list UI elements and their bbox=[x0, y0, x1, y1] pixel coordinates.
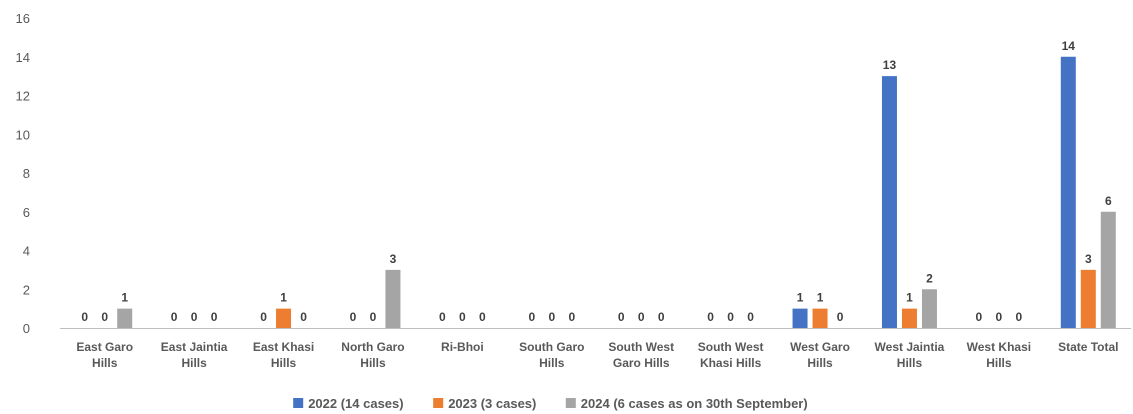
legend-swatch bbox=[433, 398, 444, 408]
y-tick-label: 12 bbox=[16, 89, 30, 104]
category-label: Hills bbox=[897, 356, 923, 370]
y-axis-ticks: 0 2 4 6 8 10 12 14 16 bbox=[16, 11, 30, 336]
data-label: 14 bbox=[1062, 39, 1076, 53]
data-label: 0 bbox=[81, 310, 88, 324]
category-label: Hills bbox=[271, 356, 297, 370]
bar bbox=[792, 308, 808, 328]
data-label: 0 bbox=[747, 310, 754, 324]
category-label: East Garo bbox=[76, 340, 133, 354]
data-label: 0 bbox=[459, 310, 466, 324]
data-label: 0 bbox=[479, 310, 486, 324]
y-tick-label: 10 bbox=[16, 127, 30, 142]
data-label: 0 bbox=[171, 310, 178, 324]
data-label: 0 bbox=[350, 310, 357, 324]
legend: 2022 (14 cases) 2023 (3 cases) 2024 (6 cas… bbox=[293, 396, 808, 411]
category-label: Hills bbox=[539, 356, 565, 370]
data-label: 3 bbox=[1085, 252, 1092, 266]
category-label: East Khasi bbox=[253, 340, 314, 354]
bar bbox=[1060, 56, 1076, 328]
bar bbox=[1080, 269, 1096, 328]
y-tick-label: 8 bbox=[23, 166, 30, 181]
data-label: 13 bbox=[883, 58, 897, 72]
data-label: 1 bbox=[906, 291, 913, 305]
y-tick-label: 6 bbox=[23, 205, 30, 220]
category-label: Garo Hills bbox=[613, 356, 670, 370]
data-label: 0 bbox=[568, 310, 575, 324]
data-label: 0 bbox=[548, 310, 555, 324]
data-label: 0 bbox=[528, 310, 535, 324]
y-tick-label: 0 bbox=[23, 321, 30, 336]
data-label: 0 bbox=[618, 310, 625, 324]
category-label: Hills bbox=[181, 356, 207, 370]
y-tick-label: 14 bbox=[16, 50, 30, 65]
category-label: Hills bbox=[986, 356, 1012, 370]
legend-swatch bbox=[293, 398, 304, 408]
data-label: 0 bbox=[976, 310, 983, 324]
category-label: Khasi Hills bbox=[700, 356, 762, 370]
x-axis-categories: East Garo Hills East Jaintia Hills East Khas… bbox=[76, 340, 1118, 370]
data-label: 0 bbox=[996, 310, 1003, 324]
data-label: 6 bbox=[1105, 194, 1112, 208]
legend-label: 2022 (14 cases) bbox=[308, 396, 403, 411]
bar bbox=[812, 308, 828, 328]
data-label: 0 bbox=[707, 310, 714, 324]
data-label: 0 bbox=[658, 310, 665, 324]
category-label: North Garo bbox=[341, 340, 404, 354]
y-tick-label: 4 bbox=[23, 244, 30, 259]
category-label: Hills bbox=[92, 356, 118, 370]
data-label: 0 bbox=[638, 310, 645, 324]
data-label: 2 bbox=[926, 271, 933, 285]
data-label: 0 bbox=[300, 310, 307, 324]
y-tick-label: 2 bbox=[23, 282, 30, 297]
data-label: 0 bbox=[101, 310, 108, 324]
category-label: East Jaintia bbox=[161, 340, 228, 354]
category-label: South West bbox=[608, 340, 674, 354]
data-label: 0 bbox=[727, 310, 734, 324]
legend-label: 2023 (3 cases) bbox=[448, 396, 536, 411]
data-label: 0 bbox=[370, 310, 377, 324]
bar bbox=[117, 308, 133, 328]
data-label: 1 bbox=[817, 291, 824, 305]
bar bbox=[1100, 211, 1116, 328]
category-label: Ri-Bhoi bbox=[441, 340, 484, 354]
data-label: 1 bbox=[797, 291, 804, 305]
data-label: 1 bbox=[280, 291, 287, 305]
bar bbox=[901, 308, 917, 328]
data-label: 0 bbox=[191, 310, 198, 324]
category-label: West Jaintia bbox=[875, 340, 945, 354]
category-label: Hills bbox=[360, 356, 386, 370]
data-label: 0 bbox=[439, 310, 446, 324]
category-label: Hills bbox=[807, 356, 833, 370]
data-label: 0 bbox=[260, 310, 267, 324]
data-label: 0 bbox=[1016, 310, 1023, 324]
bar bbox=[921, 289, 937, 328]
category-label: West Khasi bbox=[967, 340, 1031, 354]
bar bbox=[881, 76, 897, 328]
data-label: 1 bbox=[121, 291, 128, 305]
data-label: 0 bbox=[211, 310, 218, 324]
y-tick-label: 16 bbox=[16, 11, 30, 26]
category-label: South Garo bbox=[519, 340, 584, 354]
category-label: State Total bbox=[1058, 340, 1118, 354]
bar bbox=[276, 308, 292, 328]
bar bbox=[385, 269, 401, 328]
legend-label: 2024 (6 cases as on 30th September) bbox=[581, 396, 808, 411]
bars bbox=[117, 56, 1116, 328]
data-label: 0 bbox=[837, 310, 844, 324]
data-label: 3 bbox=[390, 252, 397, 266]
category-label: South West bbox=[698, 340, 764, 354]
category-label: West Garo bbox=[790, 340, 850, 354]
legend-swatch bbox=[565, 398, 576, 408]
